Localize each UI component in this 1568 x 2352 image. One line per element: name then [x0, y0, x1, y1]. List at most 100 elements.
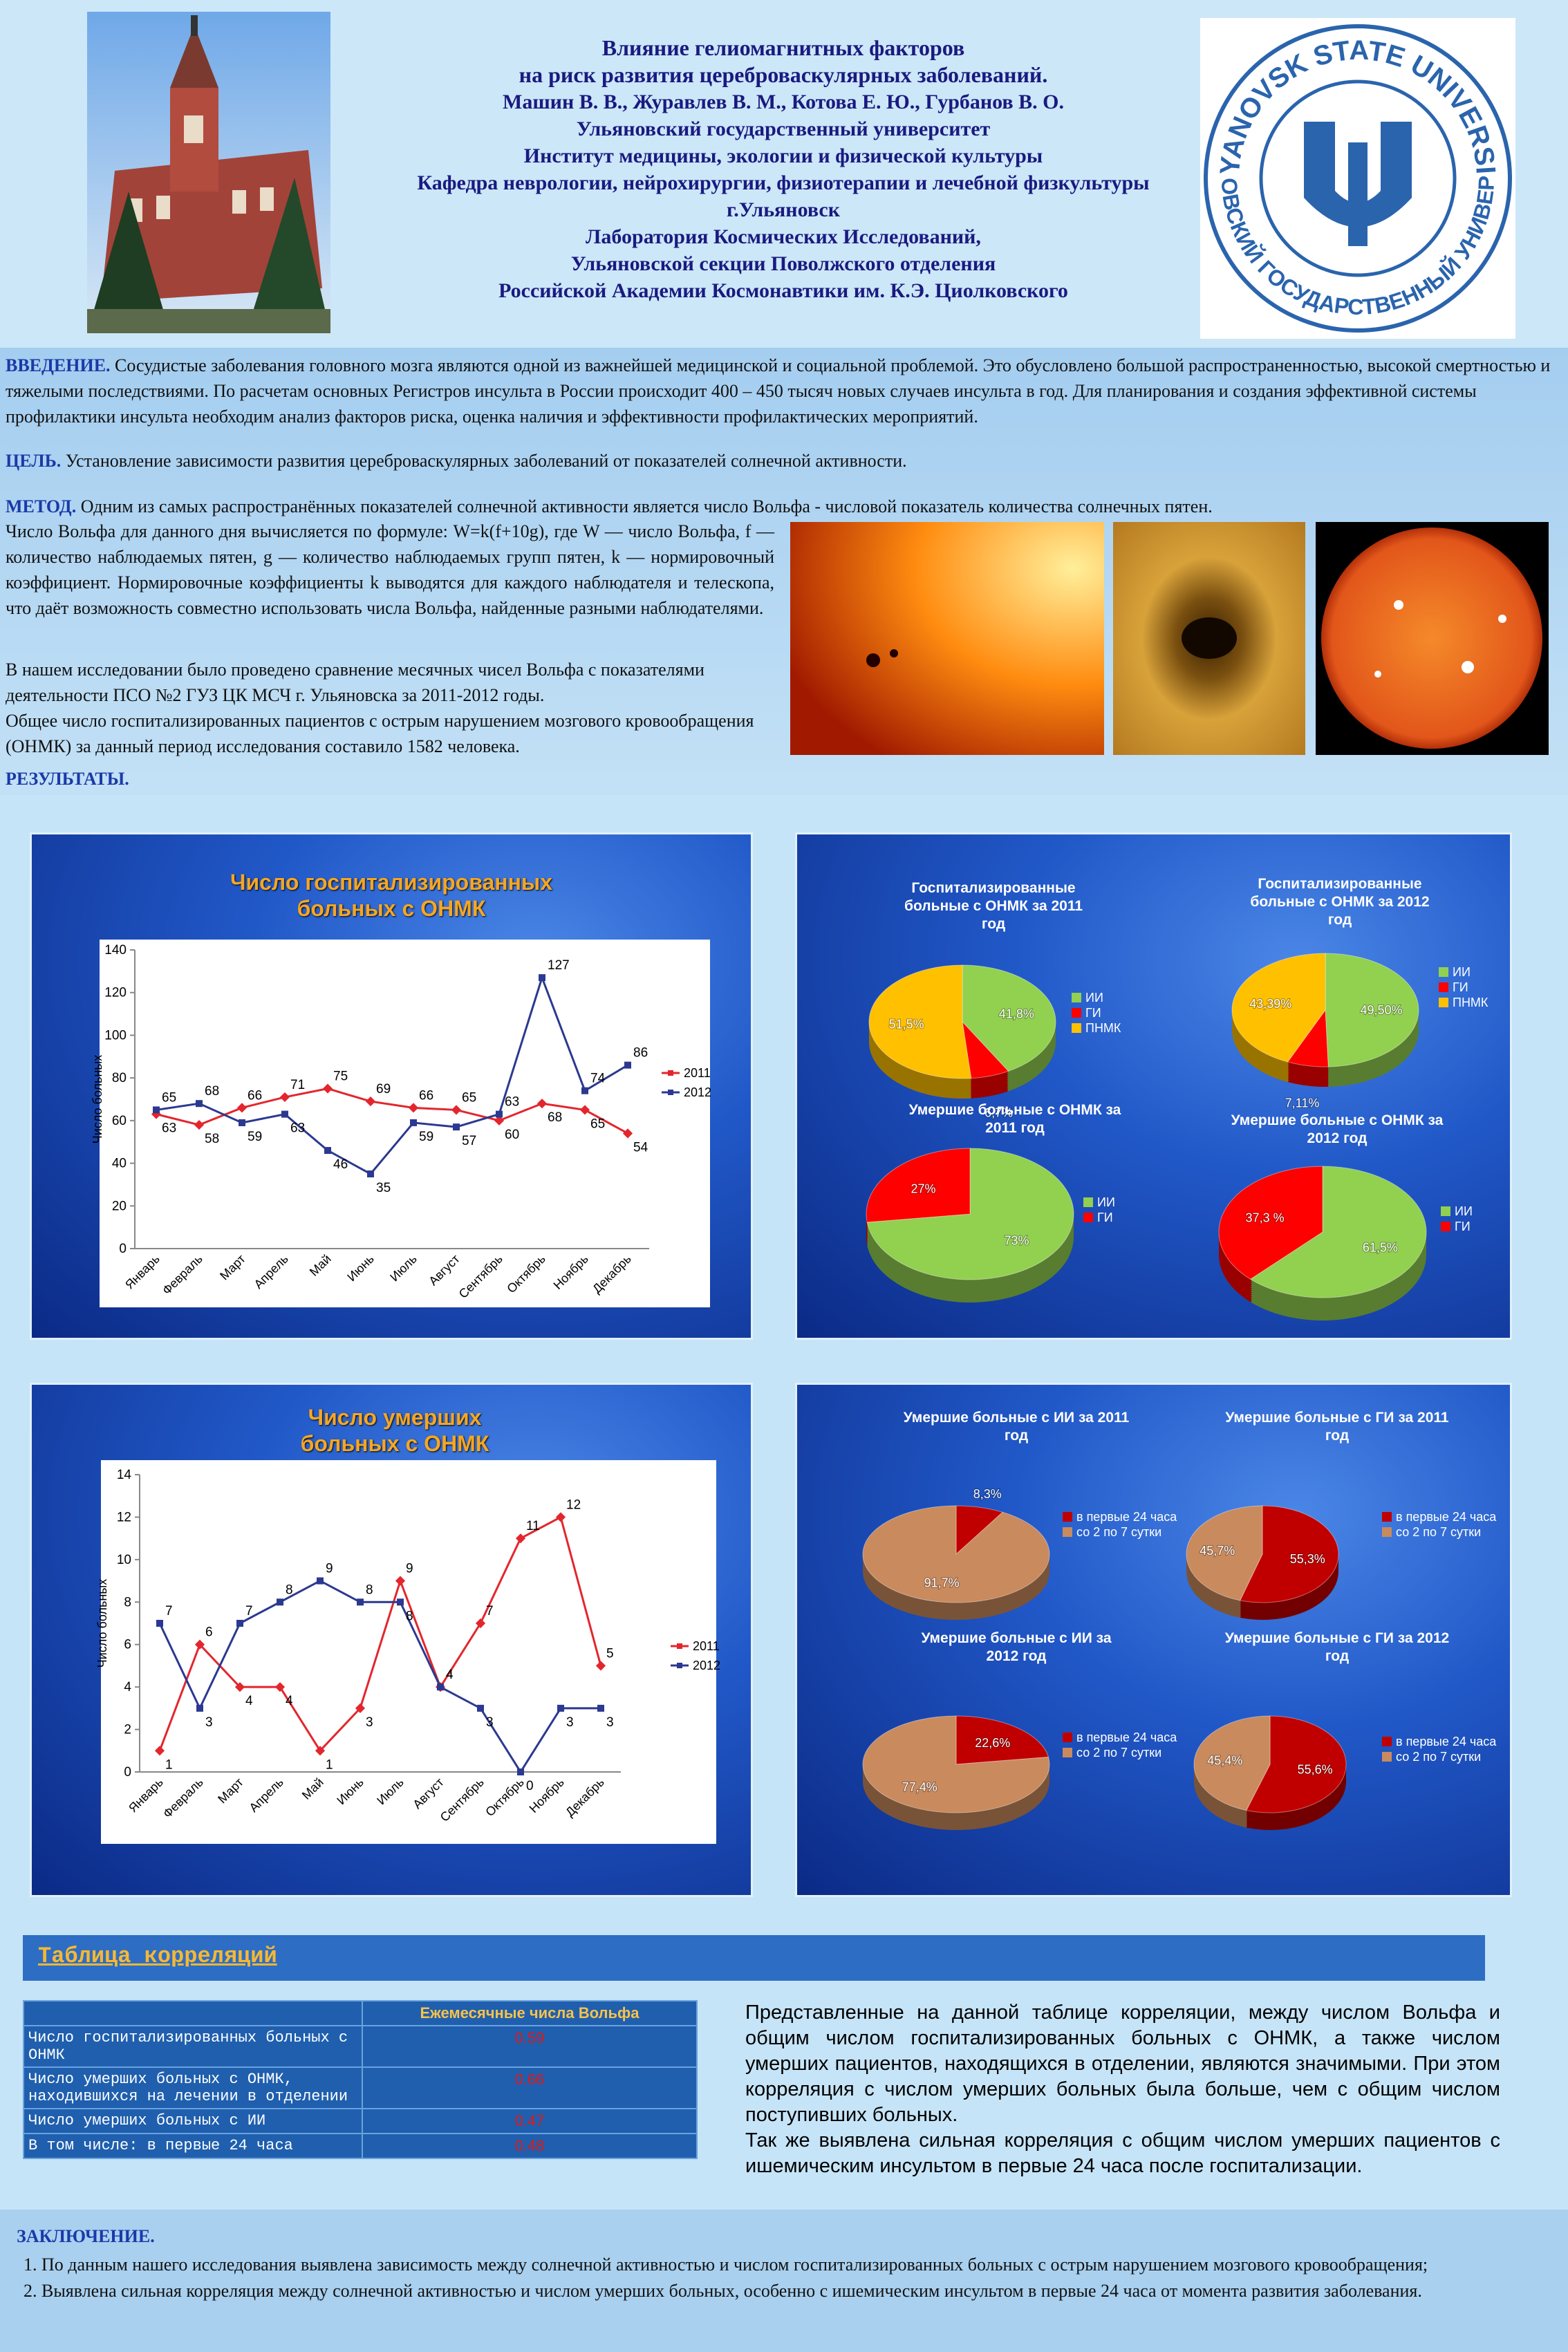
data-label: 37,3 % [1246, 1211, 1285, 1225]
y-tick-label: 80 [112, 1071, 127, 1085]
legend-marker [668, 1070, 673, 1076]
pie-slice [962, 1020, 1009, 1079]
sun-images [790, 522, 1549, 755]
section-heading: ЦЕЛЬ. [6, 451, 62, 471]
legend-swatch [1083, 1213, 1093, 1222]
table-cell: 0.59 [362, 2025, 698, 2068]
method-paragraph: Общее число госпитализированных пациенто… [6, 711, 754, 756]
legend-swatch [1439, 982, 1448, 992]
legend-label: ИИ [1455, 1204, 1473, 1218]
pie-slice [1218, 1166, 1323, 1280]
chart-panel: 41,8% 6,7% 51,5% ИИ ГИ ПНМК 49,50% 7,11% 43,39% И… [795, 832, 1512, 1340]
marker [536, 1099, 548, 1109]
marker [367, 1170, 374, 1177]
data-label: 35 [376, 1181, 391, 1195]
chart-title: Умершие больные с ОНМК за 2012 год [1231, 1112, 1444, 1146]
marker [408, 1103, 419, 1113]
table-cell: Число госпитализированных больных с ОНМК [23, 2025, 363, 2068]
section-heading: МЕТОД. [6, 496, 77, 516]
data-label: 51,5% [889, 1017, 924, 1031]
data-label: 1 [165, 1757, 173, 1772]
data-label: 3 [606, 1715, 614, 1730]
data-label: 6,7% [984, 1106, 1013, 1120]
method-paragraph: Число Вольфа для данного дня вычисляется… [6, 521, 774, 618]
marker [397, 1598, 404, 1606]
data-label: 46 [333, 1157, 348, 1172]
legend-swatch [1063, 1527, 1072, 1537]
intro-band [0, 348, 1568, 795]
data-label: 7,11% [1285, 1096, 1320, 1110]
marker [517, 1768, 524, 1775]
note-paragraph: Так же выявлена сильная корреляция с общ… [745, 2129, 1500, 2177]
y-tick-label: 6 [124, 1638, 131, 1652]
data-label: 41,8% [999, 1007, 1034, 1020]
section-heading: ЗАКЛЮЧЕНИЕ. [17, 2226, 155, 2246]
affiliation: Институт медицины, экологии и физической… [523, 144, 1043, 167]
legend-swatch [1063, 1733, 1072, 1742]
chart-title: Умершие больные с ГИ за 2012 год [1224, 1630, 1450, 1664]
legend-label: в первые 24 часа [1076, 1730, 1177, 1744]
chart-title: Умершие больные с ГИ за 2011 год [1225, 1410, 1449, 1444]
marker [581, 1087, 588, 1094]
marker [322, 1083, 333, 1094]
y-tick-label: 60 [112, 1114, 127, 1128]
data-label: 55,3% [1290, 1552, 1325, 1566]
legend-marker [677, 1663, 682, 1668]
data-label: 61,5% [1363, 1240, 1398, 1254]
pie-slice [1287, 1009, 1329, 1067]
legend-swatch [1382, 1527, 1392, 1537]
data-label: 4 [446, 1668, 454, 1682]
legend-swatch [1382, 1512, 1392, 1522]
legend-label: в первые 24 часа [1396, 1510, 1497, 1524]
y-tick-label: 10 [117, 1553, 131, 1567]
title-line: Влияние гелиомагнитных факторов [601, 35, 965, 60]
pie-slice [955, 1505, 1004, 1556]
marker [279, 1092, 290, 1102]
data-label: 7 [245, 1604, 253, 1618]
data-label: 127 [548, 958, 570, 973]
method: МЕТОД. Одним из самых распространённых п… [6, 494, 1562, 519]
y-tick-label: 120 [104, 986, 127, 1000]
note-paragraph: Представленные на данной таблице корреля… [745, 2001, 1500, 2126]
conclusion-item: Выявлена сильная корреляция между солнеч… [41, 2278, 1568, 2304]
affiliation: Лаборатория Космических Исследований, [586, 225, 981, 248]
data-label: 3 [566, 1715, 574, 1730]
pie-slice [1186, 1505, 1263, 1601]
correlation-table: Ежемесячные числа Вольфа Число госпитали… [23, 2000, 698, 2159]
marker [579, 1105, 590, 1115]
y-tick-label: 40 [112, 1157, 127, 1171]
y-tick-label: 20 [112, 1199, 127, 1213]
data-label: 86 [633, 1046, 648, 1061]
series-line [158, 1515, 602, 1753]
data-label: 71 [290, 1078, 305, 1092]
legend-label: со 2 по 7 сутки [1076, 1525, 1161, 1539]
pie-slice [1249, 1166, 1427, 1298]
marker [357, 1598, 364, 1606]
data-label: 77,4% [902, 1780, 937, 1794]
data-label: 3 [366, 1715, 373, 1730]
data-label: 54 [633, 1140, 648, 1155]
data-label: 74 [590, 1072, 606, 1086]
y-tick-label: 100 [104, 1028, 127, 1043]
legend-label: ГИ [1085, 1006, 1101, 1020]
data-label: 57 [462, 1134, 476, 1148]
marker [539, 974, 545, 982]
data-label: 69 [376, 1082, 391, 1096]
pie-slice [862, 1505, 1050, 1603]
marker [555, 1512, 566, 1522]
data-label: 8,3% [973, 1487, 1002, 1501]
legend-swatch [1382, 1752, 1392, 1762]
marker [194, 1119, 205, 1130]
data-label: 43,39% [1249, 997, 1291, 1011]
table-row: Число госпитализированных больных с ОНМК… [23, 2025, 698, 2068]
y-tick-label: 4 [124, 1680, 131, 1695]
data-label: 75 [333, 1070, 348, 1084]
data-label: 8 [366, 1583, 373, 1597]
header-text: Влияние гелиомагнитных факторов на риск … [360, 35, 1207, 304]
data-label: 9 [406, 1562, 413, 1576]
legend-swatch [1072, 1023, 1081, 1033]
legend-marker [677, 1643, 682, 1649]
table-cell: В том числе: в первые 24 часа [23, 2133, 363, 2159]
